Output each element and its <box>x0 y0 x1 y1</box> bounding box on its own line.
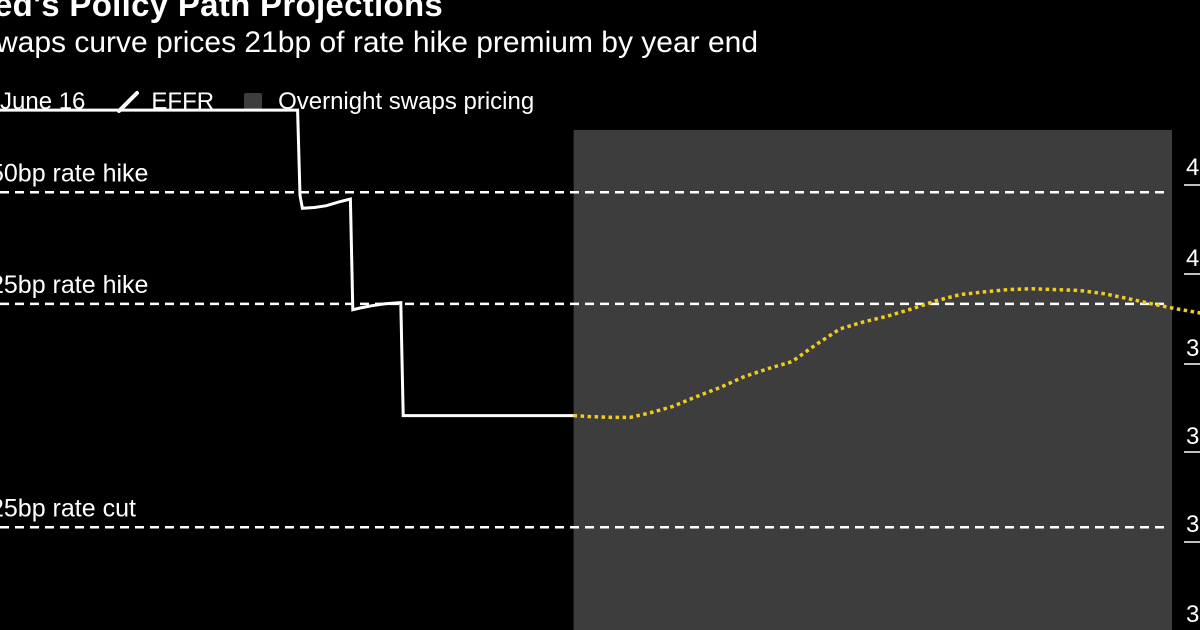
y-axis-tick-label-1: 4 <box>1186 245 1199 272</box>
legend-item-swaps: Overnight swaps pricing <box>244 87 534 117</box>
y-axis-tick-label-2: 3 <box>1186 335 1199 362</box>
reference-label-1: 25bp rate hike <box>0 271 148 299</box>
series-line-overnight-swaps-pricing <box>573 286 1200 420</box>
y-axis-tick-label-0: 4 <box>1186 154 1199 181</box>
y-axis-tick-label-5: 3 <box>1186 601 1199 628</box>
chart-title: ed's Policy Path Projections <box>0 0 444 23</box>
legend-box-icon <box>244 93 263 111</box>
legend-label-swaps: Overnight swaps pricing <box>278 88 535 115</box>
series-line-effr <box>0 108 574 418</box>
y-axis-tick-label-4: 3 <box>1186 511 1199 538</box>
reference-label-2: 25bp rate cut <box>0 494 136 522</box>
reference-label-0: 50bp rate hike <box>0 159 148 187</box>
chart-subtitle: waps curve prices 21bp of rate hike prem… <box>0 26 759 59</box>
y-axis-tick-label-3: 3 <box>1186 423 1199 450</box>
legend-line-icon <box>117 91 140 113</box>
projection-region <box>573 130 1172 630</box>
